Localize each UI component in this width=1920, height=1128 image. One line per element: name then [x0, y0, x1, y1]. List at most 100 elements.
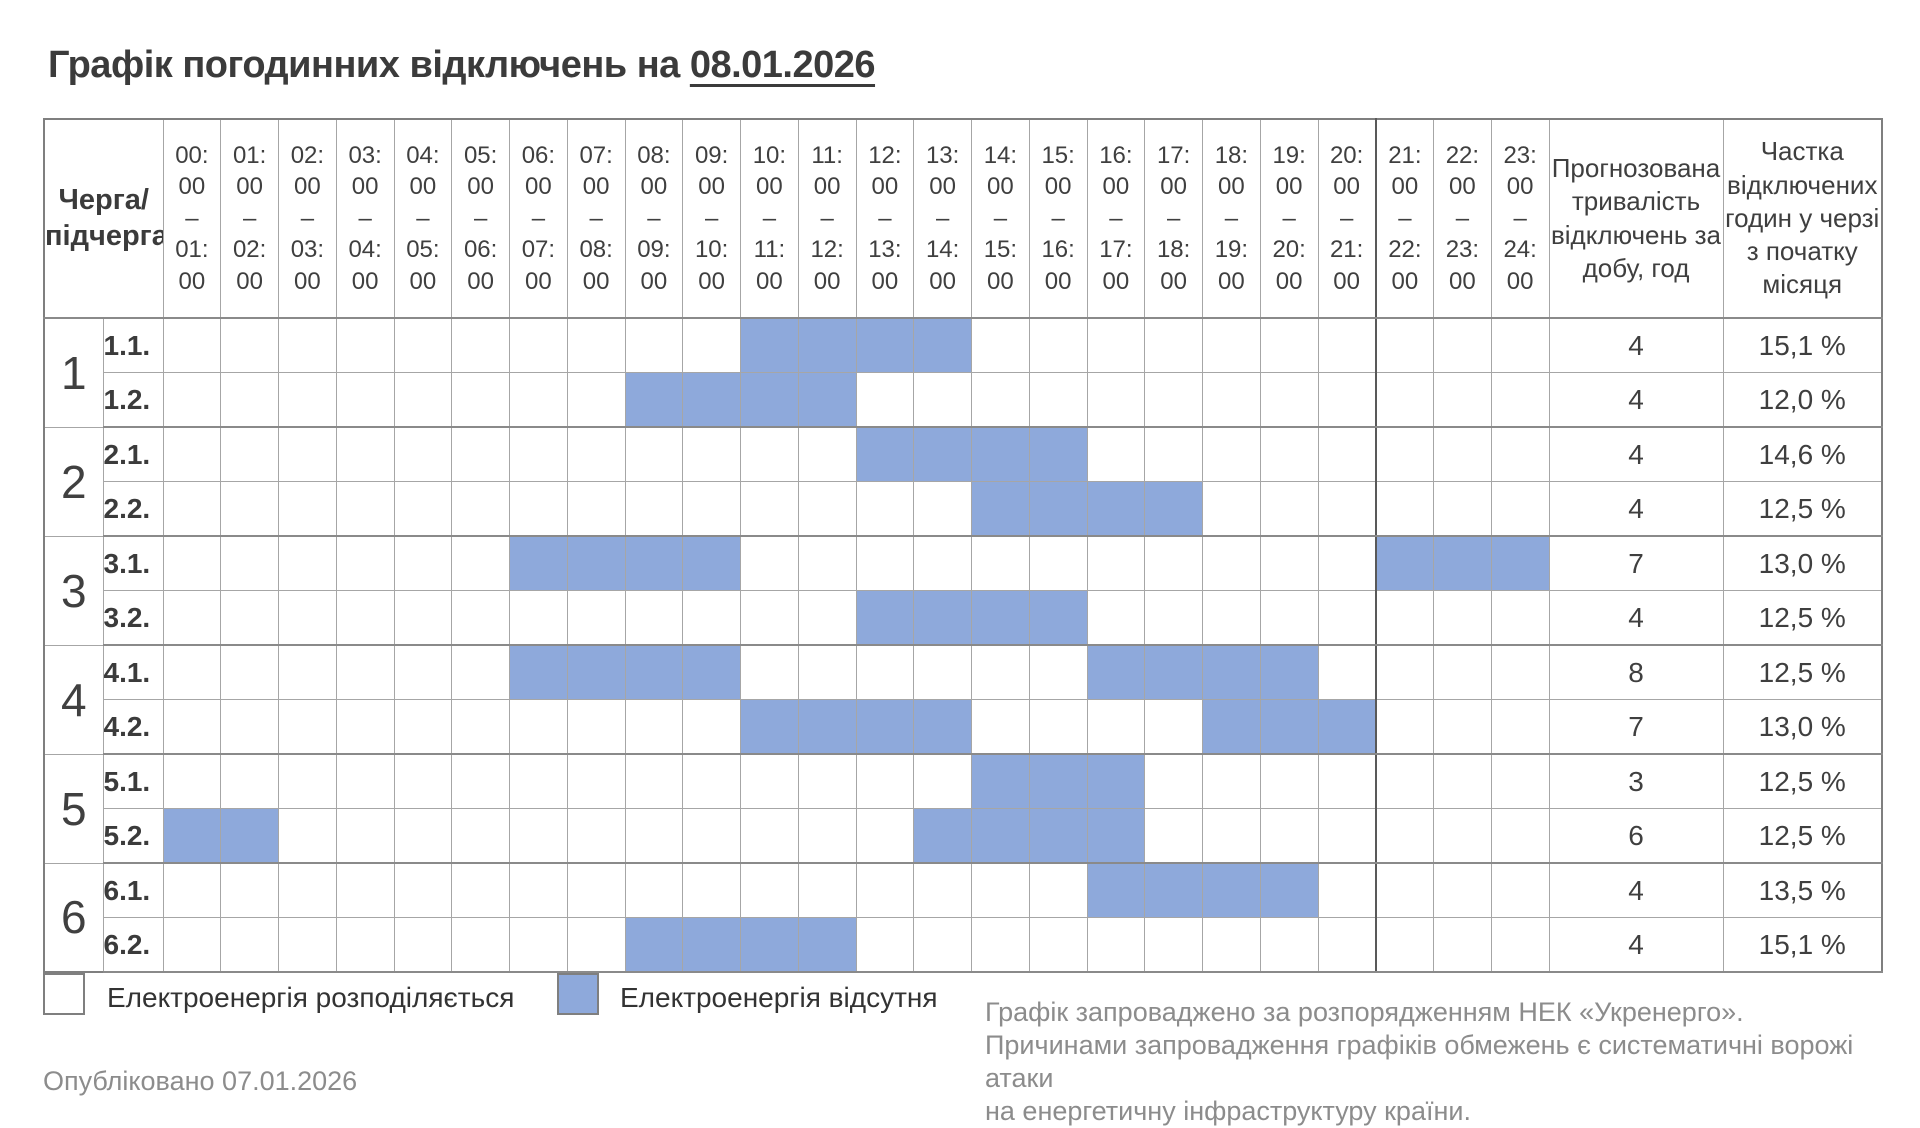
hour-header-18: 18: 00 – 19: 00 — [1202, 118, 1261, 319]
outage-cell — [624, 644, 684, 700]
outage-cell — [913, 426, 972, 482]
power-on-cell — [855, 753, 915, 809]
power-on-cell — [1433, 644, 1492, 700]
schedule-row-3.1: 3 3.1. 7 13,0 % — [43, 535, 1883, 646]
power-on-cell — [624, 808, 684, 864]
power-on-cell — [1144, 917, 1203, 973]
power-on-cell — [278, 590, 337, 646]
outage-cell — [1144, 644, 1203, 700]
power-on-cell — [740, 590, 799, 646]
power-on-cell — [1317, 426, 1377, 482]
power-on-cell — [1490, 426, 1550, 482]
power-on-cell — [451, 372, 510, 428]
power-on-cell — [797, 590, 857, 646]
hour-header-20: 20: 00 – 21: 00 — [1317, 118, 1377, 319]
outage-cell — [1202, 644, 1261, 700]
schedule-row-6.2: 6.2. 4 15,1 % — [44, 917, 1883, 973]
power-on-cell — [509, 590, 568, 646]
power-on-cell — [1144, 317, 1203, 373]
power-on-cell — [162, 862, 222, 918]
share-value: 12,5 % — [1722, 644, 1883, 700]
outage-cell — [855, 590, 915, 646]
power-on-cell — [1490, 699, 1550, 755]
power-on-cell — [1202, 535, 1261, 591]
power-on-cell — [220, 317, 279, 373]
power-on-cell — [1202, 426, 1261, 482]
power-on-cell — [913, 917, 972, 973]
power-on-cell — [393, 699, 453, 755]
power-on-cell — [797, 481, 857, 537]
power-on-cell — [451, 862, 510, 918]
hour-header-11: 11: 00 – 12: 00 — [797, 118, 857, 319]
outage-cell — [855, 317, 915, 373]
page-title: Графік погодинних відключень на 08.01.20… — [48, 44, 876, 87]
power-on-cell — [393, 372, 453, 428]
power-on-cell — [566, 862, 626, 918]
power-on-cell — [1028, 862, 1088, 918]
power-on-cell — [971, 317, 1030, 373]
share-value: 12,5 % — [1722, 753, 1883, 809]
schedule-header: Черга/ підчерга 00: 00 – 01: 00 01: 00 – 0… — [43, 118, 1883, 319]
power-on-cell — [1086, 317, 1146, 373]
power-on-cell — [278, 372, 337, 428]
power-on-cell — [509, 481, 568, 537]
hour-header-1: 01: 00 – 02: 00 — [220, 118, 279, 319]
power-on-cell — [220, 644, 279, 700]
power-on-cell — [509, 753, 568, 809]
duration-value: 4 — [1548, 426, 1724, 482]
outage-cell — [566, 535, 626, 591]
outage-schedule-table: Черга/ підчерга 00: 00 – 01: 00 01: 00 – 0… — [43, 118, 1883, 973]
power-on-cell — [1086, 372, 1146, 428]
power-on-cell — [913, 481, 972, 537]
power-on-cell — [913, 372, 972, 428]
power-on-cell — [1374, 426, 1434, 482]
power-on-cell — [797, 535, 857, 591]
power-on-cell — [393, 808, 453, 864]
share-value: 13,5 % — [1722, 862, 1883, 918]
power-on-cell — [220, 590, 279, 646]
outage-cell — [566, 644, 626, 700]
power-on-cell — [624, 862, 684, 918]
power-on-cell — [1374, 753, 1434, 809]
share-value: 15,1 % — [1722, 917, 1883, 973]
power-on-cell — [509, 917, 568, 973]
share-value: 13,0 % — [1722, 535, 1883, 591]
power-on-cell — [797, 644, 857, 700]
hour-header-22: 22: 00 – 23: 00 — [1433, 118, 1492, 319]
power-on-cell — [1490, 862, 1550, 918]
schedule-row-4.2: 4.2. 7 13,0 % — [44, 699, 1883, 755]
schedule-row-6.1: 6 6.1. 4 13,5 % — [43, 862, 1883, 973]
power-on-cell — [1317, 481, 1377, 537]
power-on-cell — [1490, 808, 1550, 864]
outage-cell — [740, 372, 799, 428]
power-on-cell — [855, 535, 915, 591]
power-on-cell — [855, 481, 915, 537]
power-on-cell — [1317, 535, 1377, 591]
hour-header-16: 16: 00 – 17: 00 — [1086, 118, 1146, 319]
power-on-cell — [682, 753, 741, 809]
hour-header-3: 03: 00 – 04: 00 — [335, 118, 395, 319]
outage-cell — [740, 317, 799, 373]
power-on-cell — [1144, 372, 1203, 428]
power-on-cell — [1144, 535, 1203, 591]
power-on-cell — [335, 481, 395, 537]
power-on-cell — [1259, 481, 1319, 537]
outage-cell — [1144, 481, 1203, 537]
power-on-cell — [509, 808, 568, 864]
power-on-cell — [278, 644, 337, 700]
page-title-text: Графік погодинних відключень на — [48, 44, 690, 86]
hour-header-21: 21: 00 – 22: 00 — [1374, 118, 1434, 319]
power-on-cell — [162, 699, 222, 755]
power-on-cell — [278, 753, 337, 809]
power-on-cell — [1433, 590, 1492, 646]
power-on-cell — [740, 481, 799, 537]
power-on-cell — [1374, 808, 1434, 864]
power-on-cell — [971, 862, 1030, 918]
power-on-cell — [1028, 372, 1088, 428]
power-on-cell — [1028, 644, 1088, 700]
outage-cell — [971, 426, 1030, 482]
outage-cell — [1086, 808, 1146, 864]
outage-cell — [1144, 862, 1203, 918]
power-on-cell — [1144, 590, 1203, 646]
outage-cell — [1086, 753, 1146, 809]
